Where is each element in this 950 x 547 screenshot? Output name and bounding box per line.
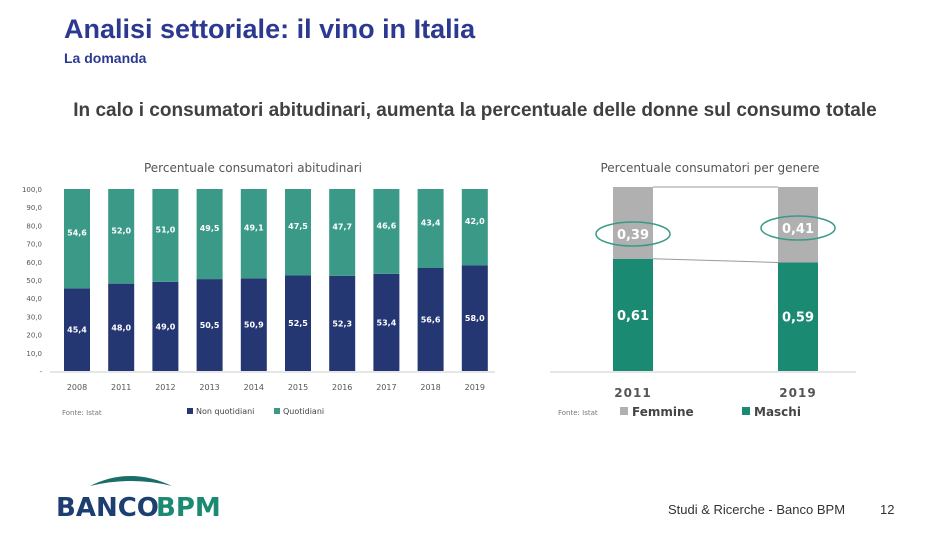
data-label: 47,7: [332, 222, 352, 231]
y-tick-label: 10,0: [26, 350, 42, 358]
bar-non-quotidiani: [417, 267, 444, 371]
legend-label: Femmine: [632, 405, 694, 419]
y-tick-label: 90,0: [26, 204, 42, 212]
legend-swatch: [187, 408, 193, 414]
chart2-source: Fonte: Istat: [558, 409, 598, 417]
y-tick-label: 20,0: [26, 332, 42, 340]
data-label: 43,4: [421, 218, 441, 227]
x-tick-label: 2011: [614, 386, 651, 400]
banco-bpm-logo: BANCO BPM: [56, 476, 221, 523]
data-label: 49,1: [244, 224, 264, 233]
data-label: 58,0: [465, 314, 485, 323]
highlight-ellipse: [760, 215, 836, 241]
legend-label: Non quotidiani: [196, 407, 254, 416]
legend-label: Quotidiani: [283, 407, 324, 416]
data-label: 53,4: [377, 318, 397, 327]
y-tick-label: 50,0: [26, 277, 42, 285]
bar-quotidiani: [461, 189, 488, 266]
x-tick-label: 2019: [465, 383, 485, 392]
x-tick-label: 2016: [332, 383, 352, 392]
svg-text:BPM: BPM: [156, 493, 221, 523]
data-label: 52,5: [288, 319, 308, 328]
data-label: 49,0: [156, 322, 176, 331]
data-label: 51,0: [156, 225, 176, 234]
data-label: 52,3: [332, 319, 352, 328]
x-tick-label: 2011: [111, 383, 131, 392]
x-tick-label: 2019: [779, 386, 816, 400]
bar-quotidiani: [329, 189, 356, 276]
footer-text: Studi & Ricerche - Banco BPM: [668, 502, 846, 517]
connector-line: [652, 258, 779, 263]
bar-quotidiani: [285, 189, 311, 276]
data-label: 45,4: [67, 326, 87, 335]
legend-swatch: [742, 407, 750, 415]
data-label: 52,0: [111, 226, 131, 235]
chart1-title: Percentuale consumatori abitudinari: [144, 161, 362, 175]
bar-quotidiani: [240, 189, 267, 279]
bar-non-quotidiani: [108, 283, 135, 371]
data-label: 0,61: [617, 309, 649, 324]
y-tick-label: 40,0: [26, 295, 42, 303]
data-label: 0,41: [782, 222, 814, 237]
y-tick-label: 80,0: [26, 222, 42, 230]
bar-quotidiani: [152, 189, 179, 282]
x-tick-label: 2012: [155, 383, 175, 392]
bar-maschi: [613, 258, 653, 371]
legend-label: Maschi: [754, 405, 801, 419]
page-subtitle: La domanda: [64, 50, 147, 66]
bar-non-quotidiani: [196, 279, 223, 371]
highlight-ellipse: [595, 221, 671, 247]
data-label: 47,5: [288, 222, 308, 231]
data-label: 0,59: [782, 311, 814, 326]
y-tick-label: 60,0: [26, 259, 42, 267]
page-title: Analisi settoriale: il vino in Italia: [64, 14, 476, 44]
x-tick-label: 2017: [376, 383, 396, 392]
x-tick-label: 2014: [244, 383, 264, 392]
bar-quotidiani: [108, 189, 135, 284]
bar-non-quotidiani: [285, 275, 311, 371]
chart1-source: Fonte: Istat: [62, 409, 102, 417]
bar-non-quotidiani: [240, 278, 267, 371]
y-tick-label: 70,0: [26, 241, 42, 249]
data-label: 49,5: [200, 224, 220, 233]
x-tick-label: 2018: [420, 383, 440, 392]
data-label: 56,6: [421, 315, 441, 324]
bar-non-quotidiani: [64, 288, 90, 371]
bar-non-quotidiani: [152, 281, 179, 371]
bar-non-quotidiani: [373, 273, 400, 371]
page-number: 12: [880, 502, 895, 517]
bar-quotidiani: [64, 189, 90, 289]
y-tick-label: -: [39, 368, 42, 376]
x-tick-label: 2008: [67, 383, 87, 392]
data-label: 48,0: [111, 323, 131, 332]
headline: In calo i consumatori abitudinari, aumen…: [73, 100, 877, 121]
bar-non-quotidiani: [329, 275, 356, 371]
bar-non-quotidiani: [461, 265, 488, 371]
data-label: 50,5: [200, 321, 220, 330]
bar-maschi: [778, 262, 818, 371]
y-tick-label: 100,0: [22, 186, 42, 194]
data-label: 42,0: [465, 217, 485, 226]
x-tick-label: 2013: [199, 383, 219, 392]
bar-quotidiani: [196, 189, 223, 280]
data-label: 50,9: [244, 321, 264, 330]
bar-quotidiani: [373, 189, 400, 274]
x-tick-label: 2015: [288, 383, 308, 392]
data-label: 0,39: [617, 228, 649, 243]
legend-swatch: [274, 408, 280, 414]
data-label: 54,6: [67, 229, 87, 238]
bar-quotidiani: [417, 189, 444, 268]
chart2-title: Percentuale consumatori per genere: [600, 161, 819, 175]
svg-text:BANCO: BANCO: [56, 493, 159, 523]
y-tick-label: 30,0: [26, 313, 42, 321]
data-label: 46,6: [377, 221, 397, 230]
bar-femmine: [778, 187, 818, 263]
legend-swatch: [620, 407, 628, 415]
